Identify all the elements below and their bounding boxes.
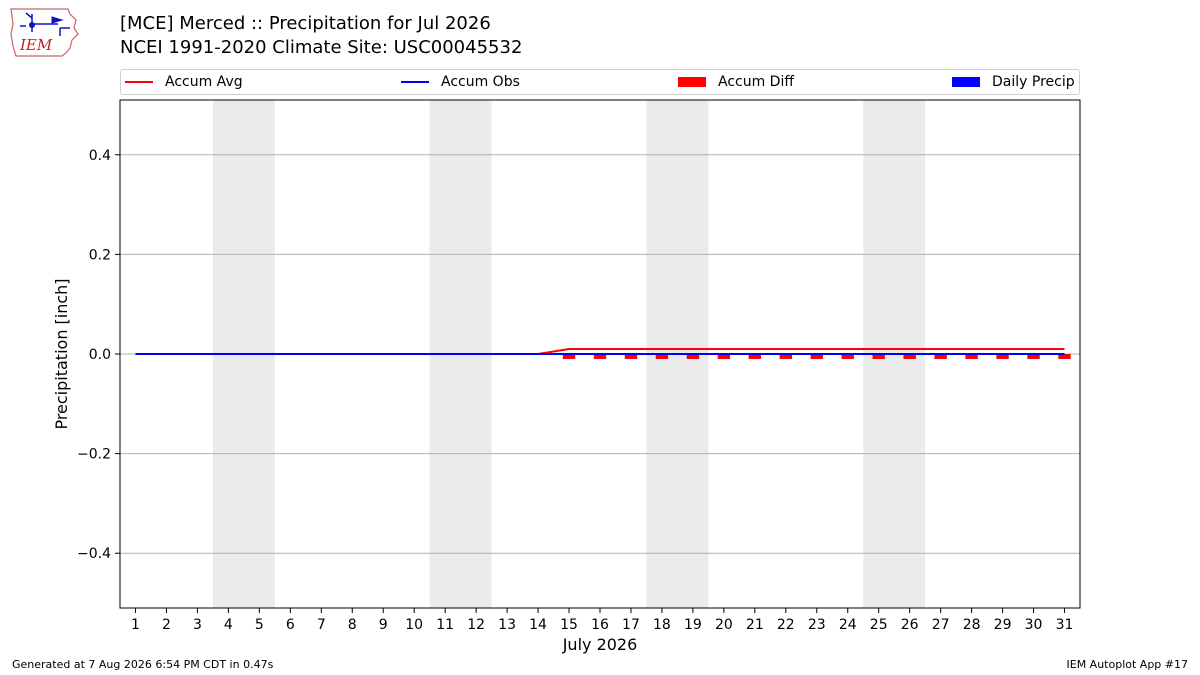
x-tick-label: 22 — [777, 617, 795, 633]
legend-item-accum-diff: Accum Diff — [678, 70, 794, 94]
legend-swatch-accum-avg — [125, 81, 153, 83]
y-tick-label: 0.2 — [89, 247, 111, 263]
axis-ticks: −0.4−0.20.00.20.41 2 3 4 5 6 7 8 9 10 11 12 13 14 15 16… — [77, 148, 1073, 633]
weather-station-icon — [20, 12, 70, 36]
x-tick-label: 1 — [131, 617, 140, 633]
bar-accum-diff — [841, 354, 854, 359]
footer-app-text: IEM Autoplot App #17 — [1066, 658, 1189, 671]
iem-logo: IEM — [10, 8, 79, 57]
bars — [562, 354, 1071, 359]
legend-label-daily-precip: Daily Precip — [992, 74, 1075, 90]
bar-accum-diff — [965, 354, 978, 359]
x-tick-label: 11 — [436, 617, 454, 633]
legend: Accum Avg Accum Obs Accum Diff Daily Pre… — [120, 69, 1080, 95]
x-tick-label: 5 — [255, 617, 264, 633]
bar-accum-diff — [1027, 354, 1040, 359]
x-tick-label: 16 — [591, 617, 609, 633]
bar-accum-diff — [686, 354, 700, 359]
bar-accum-diff — [593, 354, 607, 359]
bar-accum-diff — [748, 354, 762, 359]
footer-generated-text: Generated at 7 Aug 2026 6:54 PM CDT in 0… — [12, 658, 274, 671]
legend-item-daily-precip: Daily Precip — [952, 70, 1075, 94]
y-axis-label: Precipitation [inch] — [52, 278, 71, 429]
x-tick-label: 6 — [286, 617, 295, 633]
x-tick-label: 10 — [405, 617, 423, 633]
chart-title: [MCE] Merced :: Precipitation for Jul 20… — [120, 13, 491, 34]
y-tick-label: −0.2 — [77, 447, 111, 463]
x-tick-label: 3 — [193, 617, 202, 633]
legend-item-accum-avg: Accum Avg — [125, 70, 243, 94]
chart-subtitle: NCEI 1991-2020 Climate Site: USC00045532 — [120, 37, 523, 58]
bar-accum-diff — [717, 354, 731, 359]
x-tick-label: 18 — [653, 617, 671, 633]
legend-item-accum-obs: Accum Obs — [401, 70, 520, 94]
iowa-outline — [10, 8, 79, 57]
x-tick-label: 26 — [901, 617, 919, 633]
x-axis-label: July 2026 — [562, 635, 638, 654]
x-tick-label: 13 — [498, 617, 516, 633]
x-tick-label: 4 — [224, 617, 233, 633]
x-tick-label: 30 — [1025, 617, 1043, 633]
x-tick-label: 7 — [317, 617, 326, 633]
x-tick-label: 28 — [963, 617, 981, 633]
x-tick-label: 2 — [162, 617, 171, 633]
bar-accum-diff — [562, 354, 576, 359]
bar-accum-diff — [934, 354, 947, 359]
x-tick-label: 9 — [379, 617, 388, 633]
legend-swatch-accum-diff — [678, 77, 706, 87]
legend-label-accum-obs: Accum Obs — [441, 74, 520, 90]
iem-logo-text: IEM — [19, 36, 53, 54]
x-tick-label: 24 — [839, 617, 857, 633]
y-tick-label: 0.4 — [89, 148, 111, 164]
x-tick-label: 20 — [715, 617, 733, 633]
bar-accum-diff — [779, 354, 792, 359]
bar-accum-diff — [872, 354, 885, 359]
bar-accum-diff — [624, 354, 638, 359]
legend-swatch-daily-precip — [952, 77, 980, 87]
bar-accum-diff — [996, 354, 1009, 359]
x-tick-label: 8 — [348, 617, 357, 633]
bar-accum-diff — [655, 354, 669, 359]
x-tick-label: 25 — [870, 617, 888, 633]
series-lines — [135, 348, 1065, 355]
x-tick-label: 12 — [467, 617, 485, 633]
x-tick-label: 14 — [529, 617, 547, 633]
legend-label-accum-diff: Accum Diff — [718, 74, 795, 90]
x-tick-label: 21 — [746, 617, 764, 633]
x-tick-label: 19 — [684, 617, 702, 633]
x-tick-label: 31 — [1056, 617, 1074, 633]
legend-label-accum-avg: Accum Avg — [165, 74, 243, 90]
legend-swatch-accum-obs — [401, 81, 429, 83]
bar-accum-diff — [1058, 354, 1071, 359]
bar-accum-diff — [903, 354, 916, 359]
x-tick-label: 27 — [932, 617, 950, 633]
y-tick-label: 0.0 — [89, 347, 111, 363]
x-tick-label: 29 — [994, 617, 1012, 633]
x-tick-label: 17 — [622, 617, 640, 633]
y-tick-label: −0.4 — [77, 546, 111, 562]
x-tick-label: 23 — [808, 617, 826, 633]
x-tick-label: 15 — [560, 617, 578, 633]
bar-accum-diff — [810, 354, 823, 359]
